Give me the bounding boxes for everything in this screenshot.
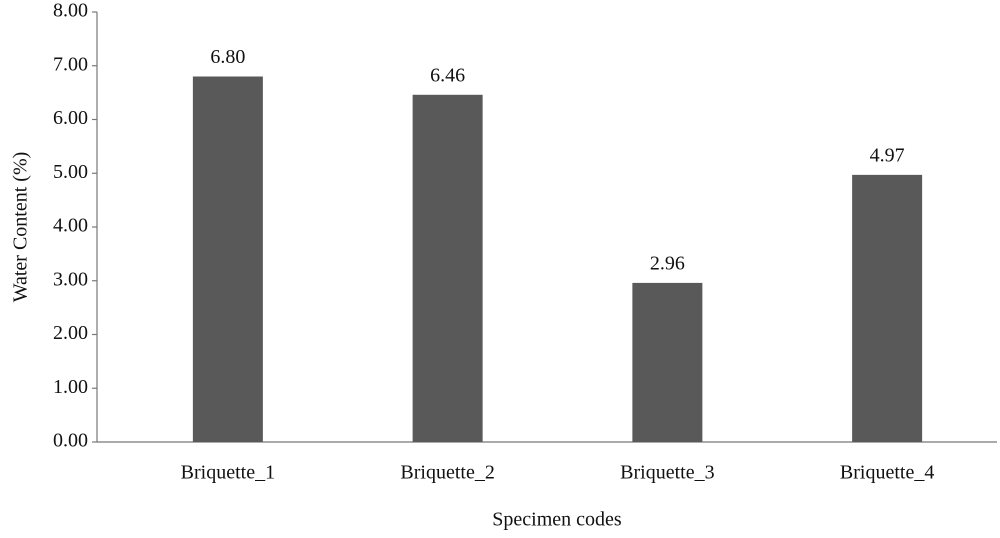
bar xyxy=(192,76,263,442)
value-label: 6.46 xyxy=(430,64,465,86)
y-axis-label: Water Content (%) xyxy=(10,152,32,303)
x-tick-label: Briquette_1 xyxy=(181,462,275,484)
y-tick-label: 2.00 xyxy=(53,322,88,344)
value-label: 4.97 xyxy=(870,144,905,166)
bar xyxy=(632,282,703,442)
bar xyxy=(852,174,923,443)
x-tick-label: Briquette_3 xyxy=(620,462,714,484)
y-tick-label: 4.00 xyxy=(53,215,88,237)
x-tick-label: Briquette_4 xyxy=(840,462,934,484)
y-tick-label: 0.00 xyxy=(53,430,88,452)
y-tick-label: 8.00 xyxy=(53,0,88,22)
y-tick-label: 1.00 xyxy=(53,376,88,398)
value-label: 6.80 xyxy=(210,46,245,68)
x-axis-label: Specimen codes xyxy=(492,509,622,531)
y-tick-label: 3.00 xyxy=(53,268,88,290)
y-tick-label: 7.00 xyxy=(53,53,88,75)
y-tick-label: 5.00 xyxy=(53,161,88,183)
y-tick-label: 6.00 xyxy=(53,107,88,129)
value-label: 2.96 xyxy=(650,252,685,274)
bar xyxy=(412,94,483,443)
x-tick-label: Briquette_2 xyxy=(400,462,494,484)
